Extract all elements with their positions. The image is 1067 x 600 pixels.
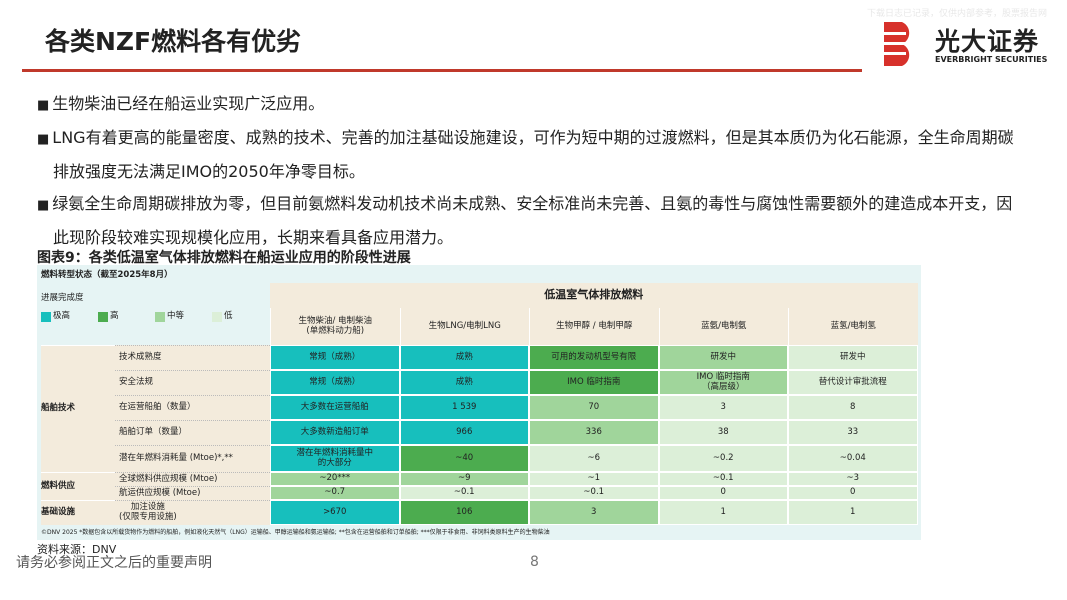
table-cell: 8 [788, 395, 918, 420]
row-label: 潜在年燃料消耗量 (Mtoe)*,** [115, 445, 270, 472]
table-cell: 1 [658, 500, 788, 525]
table-cell: ~0.04 [788, 445, 918, 472]
table-cell: 3 [658, 395, 788, 420]
status-title: 燃料转型状态（截至2025年8月） [41, 270, 173, 281]
row-label: 在运营船舶（数量） [115, 395, 270, 420]
logo-name: 光大证券 [935, 27, 1040, 56]
bullet-list: 生物柴油已经在船运业实现广泛应用。LNG有着更高的能量密度、成熟的技术、完善的加… [37, 88, 1022, 254]
legend-swatch [155, 312, 165, 322]
table-cell: 966 [399, 420, 529, 445]
table: 燃料转型状态（截至2025年8月） 进展完成度极高 高 中等 低 低温室气体排放燃料 生物柴… [37, 265, 921, 540]
table-cell: ~0.1 [529, 486, 659, 500]
legend-swatch [212, 312, 222, 322]
legend-title: 进展完成度 [41, 293, 84, 304]
legend-label: 极高 [53, 311, 71, 322]
group-header: 低温室气体排放燃料 [270, 283, 918, 308]
table-cell: 替代设计审批流程 [788, 370, 918, 395]
table-cell: ~3 [788, 472, 918, 486]
row-label: 安全法规 [115, 370, 270, 395]
legend-label: 低 [224, 311, 233, 322]
footnote: ©DNV 2025 *数据包含以所载货物作为燃料的船舶，例如液化天然气（LNG）… [41, 528, 550, 536]
table-cell: IMO 临时指南 （高层级） [658, 370, 788, 395]
table-cell: ~0.2 [658, 445, 788, 472]
table-cell: 1 [788, 500, 918, 525]
table-cell: 0 [788, 486, 918, 500]
table-cell: ~20*** [270, 472, 400, 486]
table-cell: 大多数新造船订单 [270, 420, 400, 445]
logo-icon [884, 22, 910, 66]
source: 资料来源：DNV [37, 543, 117, 556]
table-cell: ~40 [399, 445, 529, 472]
table-cell: ~6 [529, 445, 659, 472]
page-number: 8 [530, 554, 539, 570]
watermark: 下载日志已记录，仅供内部参考，股票报告网 [866, 9, 1047, 19]
table-cell: 3 [529, 500, 659, 525]
table-cell: 33 [788, 420, 918, 445]
table-cell: 常规（成熟） [270, 370, 400, 395]
legend-swatch [41, 312, 51, 322]
column-header: 蓝氨/电制氨 [658, 308, 788, 345]
table-cell: 研发中 [658, 345, 788, 370]
table-cell: 0 [658, 486, 788, 500]
row-label: 航运供应规模 (Mtoe) [115, 486, 270, 500]
figure-title: 图表9：各类低温室气体排放燃料在船运业应用的阶段性进展 [37, 250, 411, 266]
table-cell: 研发中 [788, 345, 918, 370]
table-cell: 常规（成熟） [270, 345, 400, 370]
legend-label: 中等 [167, 311, 185, 322]
table-cell: ~1 [529, 472, 659, 486]
disclaimer: 请务必参阅正文之后的重要声明 [16, 555, 212, 571]
group-label: 燃料供应 [41, 472, 115, 500]
table-cell: ~0.1 [399, 486, 529, 500]
table-cell: IMO 临时指南 [529, 370, 659, 395]
table-cell: ~0.1 [658, 472, 788, 486]
bullet: 绿氨全生命周期碳排放为零，但目前氨燃料发动机技术尚未成熟、安全标准尚未完善、且氨… [37, 188, 1022, 254]
title-rule [22, 69, 862, 72]
row-label: 技术成熟度 [115, 345, 270, 370]
table-cell: 1 539 [399, 395, 529, 420]
legend-label: 高 [110, 311, 119, 322]
row-label: 全球燃料供应规模 (Mtoe) [115, 472, 270, 486]
table-cell: 70 [529, 395, 659, 420]
slide-title: 各类NZF燃料各有优劣 [45, 27, 302, 56]
table-cell: 成熟 [399, 345, 529, 370]
table-cell: ~9 [399, 472, 529, 486]
table-cell: 可用的发动机型号有限 [529, 345, 659, 370]
table-cell: 38 [658, 420, 788, 445]
table-cell: 潜在年燃料消耗量中 的大部分 [270, 445, 400, 472]
row-label: 加注设施 (仅限专用设施) [115, 500, 270, 525]
table-cell: ~0.7 [270, 486, 400, 500]
row-label: 船舶订单（数量） [115, 420, 270, 445]
column-header: 蓝氢/电制氢 [788, 308, 918, 345]
bullet: 生物柴油已经在船运业实现广泛应用。 [37, 88, 1022, 122]
table-cell: 成熟 [399, 370, 529, 395]
legend-swatch [98, 312, 108, 322]
column-header: 生物甲醇 / 电制甲醇 [529, 308, 659, 345]
table-cell: 106 [399, 500, 529, 525]
column-header: 生物柴油/ 电制柴油 (单燃料动力船) [270, 308, 400, 345]
group-label: 基础设施 [41, 500, 115, 525]
table-cell: >670 [270, 500, 400, 525]
table-cell: 336 [529, 420, 659, 445]
logo-sub: EVERBRIGHT SECURITIES [935, 55, 1048, 64]
column-header: 生物LNG/电制LNG [399, 308, 529, 345]
bullet: LNG有着更高的能量密度、成熟的技术、完善的加注基础设施建设，可作为短中期的过渡… [37, 122, 1022, 188]
group-label: 船舶技术 [41, 345, 115, 472]
table-cell: 大多数在运营船舶 [270, 395, 400, 420]
